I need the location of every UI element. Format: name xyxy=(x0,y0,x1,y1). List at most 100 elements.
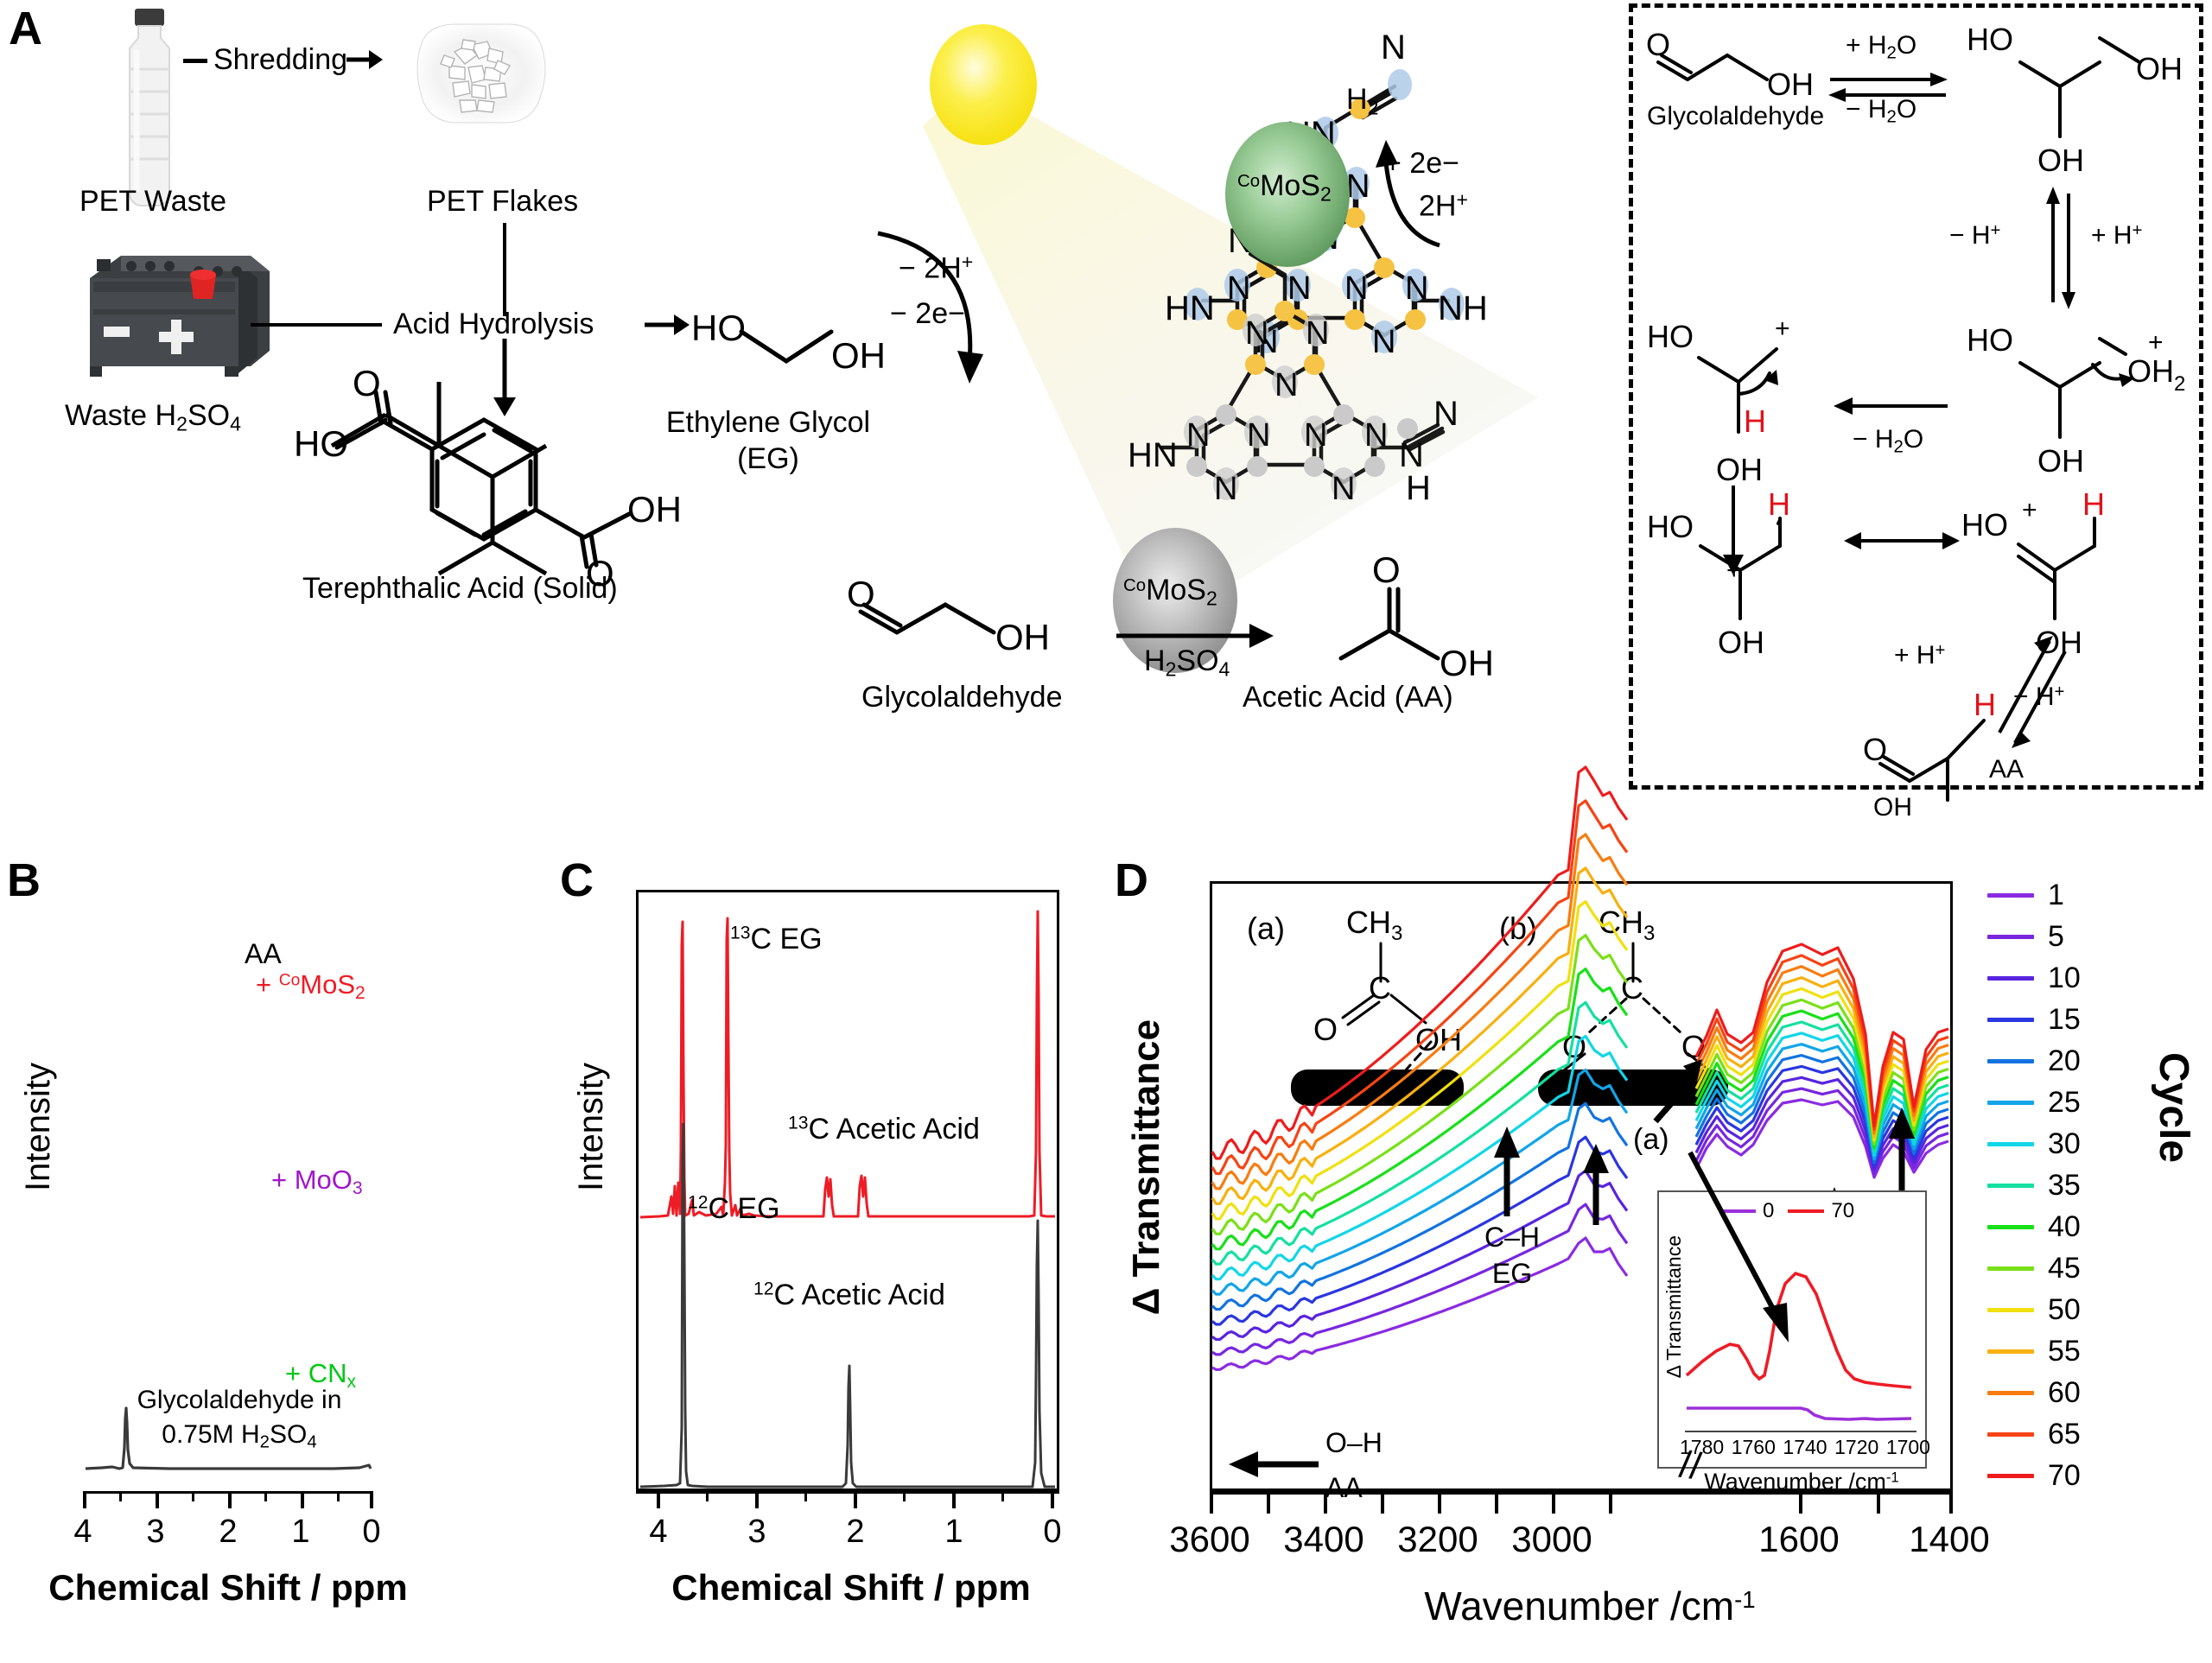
mech-carbocation-structure: HO + H OH xyxy=(1647,311,1846,510)
panel-c-tick-m3 xyxy=(1001,1491,1004,1501)
panel-d-label-oh-aa-1: O–H xyxy=(1325,1427,1382,1458)
legend-item: 15 xyxy=(1987,999,2143,1040)
panel-d-inset xyxy=(1657,1190,1927,1469)
panel-d-xtick-label-3400: 3400 xyxy=(1283,1519,1364,1559)
panel-d-inset-pointer-arrow-icon xyxy=(1687,1149,1816,1356)
panel-d-xlabel-main: Wavenumber /cm xyxy=(1424,1584,1735,1628)
svg-text:OH: OH xyxy=(2037,143,2084,178)
panel-d-label-ch-eg-1: C–H xyxy=(1484,1222,1540,1253)
svg-text:N: N xyxy=(1227,270,1250,307)
panel-d-legend: 1 5 10 15 20 25 30 35 40 45 50 55 60 65 … xyxy=(1987,874,2143,1496)
panel-b-xtick-label-4: 0 xyxy=(362,1514,381,1550)
panel-d-curve xyxy=(1211,1000,1629,1266)
panel-b-ylabel: Intensity xyxy=(19,1063,57,1191)
mech-equilibrium-1-icon xyxy=(1823,67,1953,107)
panel-d-curve xyxy=(1211,1034,1629,1281)
panel-b-tick-2 xyxy=(228,1491,232,1508)
panel-d-arrow-a-right-icon xyxy=(1887,1104,1916,1199)
legend-item: 1 xyxy=(1987,874,2143,916)
svg-text:HO: HO xyxy=(1647,509,1694,544)
panel-b-xlabel: Chemical Shift / ppm xyxy=(48,1567,408,1608)
svg-text:N: N xyxy=(1364,417,1388,454)
legend-label: 20 xyxy=(2048,1044,2081,1077)
inset-legend-label-0: 0 xyxy=(1763,1199,1775,1222)
panel-d-curve xyxy=(1211,934,1629,1235)
legend-item: 10 xyxy=(1987,957,2143,999)
legend-label: 45 xyxy=(2048,1251,2081,1285)
panel-c-tick-0 xyxy=(657,1491,660,1508)
panel-b-tick-minor-1 xyxy=(192,1491,194,1501)
legend-label: 5 xyxy=(2048,919,2064,953)
terephthalic-acid-label: Terephthalic Acid (Solid) xyxy=(302,572,618,605)
panel-b-trace-label-glycolaldehyde-1: Glycolaldehyde in xyxy=(137,1386,342,1414)
svg-text:OH: OH xyxy=(831,335,886,376)
eg-label-line1: Ethylene Glycol xyxy=(665,406,871,439)
legend-swatch xyxy=(1987,1307,2034,1312)
minus-2h-label: − 2H+ xyxy=(899,251,974,285)
svg-text:H: H xyxy=(1406,469,1431,507)
panel-d-arrow-a-left-icon xyxy=(1643,1056,1709,1125)
panel-d-curve xyxy=(1211,1169,1629,1342)
two-h-plus-label: 2H+ xyxy=(1419,188,1468,223)
svg-text:H: H xyxy=(1974,687,1996,722)
panel-c-annotation-13c-eg: 13C EG xyxy=(730,923,823,955)
legend-label: 55 xyxy=(2048,1334,2081,1368)
legend-swatch xyxy=(1987,934,2034,939)
panel-d-tick-m1 xyxy=(1267,1495,1270,1514)
hydrolysis-right-arrow-icon xyxy=(643,309,693,340)
legend-label: 15 xyxy=(2048,1002,2081,1036)
inset-xtick-0: 1780 xyxy=(1680,1436,1725,1458)
panel-d-xtick-label-3000: 3000 xyxy=(1511,1519,1592,1559)
battery-to-hydrolysis-line xyxy=(251,323,382,327)
panel-d-label-oh-aa-2: AA xyxy=(1325,1472,1363,1503)
panel-d-tick-1600 xyxy=(1799,1495,1802,1514)
panel-d-xtick-label-3200: 3200 xyxy=(1397,1519,1478,1559)
mech-aa-oh-label: OH xyxy=(1873,793,1912,822)
svg-text:HO: HO xyxy=(1647,319,1694,354)
inset-legend-label-1: 70 xyxy=(1831,1199,1855,1222)
panel-d-tick-1400 xyxy=(1949,1495,1953,1514)
panel-c-xlabel: Chemical Shift / ppm xyxy=(671,1567,1031,1608)
panel-d-curve xyxy=(1211,1101,1629,1311)
mech-glycolaldehyde-structure: O OH xyxy=(1646,24,1845,119)
svg-text:N: N xyxy=(1186,417,1210,454)
mech-plus-h-plus-2-label: + H+ xyxy=(1894,641,1946,670)
glycolaldehyde-to-aa-arrow-icon xyxy=(1115,619,1279,653)
legend-item: 65 xyxy=(1987,1413,2143,1455)
inset-legend-swatch-1 xyxy=(1788,1209,1825,1213)
panel-d-curve xyxy=(1211,1236,1629,1371)
svg-text:O: O xyxy=(1372,549,1401,590)
legend-item: 25 xyxy=(1987,1082,2143,1123)
legend-item: 45 xyxy=(1987,1247,2143,1289)
inset-xlabel-sup: -1 xyxy=(1885,1469,1899,1486)
shredding-label: Shredding xyxy=(213,43,348,76)
panel-b-xtick-label-2: 2 xyxy=(219,1514,238,1550)
panel-c-tick-1 xyxy=(755,1491,759,1508)
legend-item: 50 xyxy=(1987,1289,2143,1330)
svg-text:O: O xyxy=(847,574,875,614)
panel-d-inset-xlabel: Wavenumber /cm-1 xyxy=(1668,1469,1936,1495)
svg-text:HO: HO xyxy=(294,423,348,464)
panel-d-arrow-oh-aa-icon xyxy=(1225,1450,1320,1479)
mech-aa-structure: O H xyxy=(1858,687,2065,803)
inset-xtick-4: 1700 xyxy=(1885,1436,1930,1458)
panel-d-curve xyxy=(1211,968,1629,1251)
inset-xtick-3: 1720 xyxy=(1834,1436,1879,1458)
sun-icon xyxy=(916,17,1054,156)
svg-text:H: H xyxy=(1744,403,1766,439)
panel-d-curve xyxy=(1694,1076,1949,1171)
comos2-green-label: CoMoS2 xyxy=(1237,169,1332,206)
light-cone xyxy=(873,24,1581,629)
svg-text:NH: NH xyxy=(1438,289,1488,327)
panel-d-curve xyxy=(1694,1098,1949,1179)
svg-text:C: C xyxy=(1621,970,1643,1006)
panel-b-xtick-label-0: 4 xyxy=(73,1514,92,1550)
legend-label: 60 xyxy=(2048,1375,2081,1409)
mech-minus-h-plus-label: − H+ xyxy=(1949,221,2001,251)
panel-d-tick-3400 xyxy=(1324,1495,1327,1514)
legend-swatch xyxy=(1987,1390,2034,1395)
mech-minus-h2o-label: − H2O xyxy=(1846,95,1917,127)
legend-label: 10 xyxy=(2048,961,2081,994)
panel-d-label-a-left: (a) xyxy=(1633,1123,1669,1156)
panel-d-curve xyxy=(1211,765,1629,1160)
